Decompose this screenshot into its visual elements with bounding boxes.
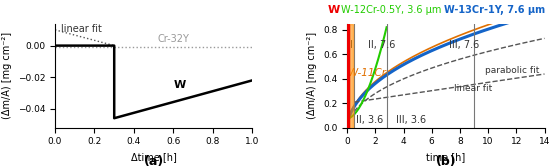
Text: I: I	[350, 40, 353, 50]
Text: W-12Cr-0.5Y, 3.6 μm: W-12Cr-0.5Y, 3.6 μm	[341, 5, 442, 15]
Bar	[347, 24, 349, 128]
Bar	[349, 24, 353, 128]
Text: linear fit: linear fit	[454, 84, 492, 93]
Text: III, 7.6: III, 7.6	[449, 40, 479, 50]
Text: II, 3.6: II, 3.6	[356, 115, 383, 125]
Text: Cr-32Y: Cr-32Y	[158, 34, 190, 44]
Text: W-13Cr-1Y, 7.6 μm: W-13Cr-1Y, 7.6 μm	[444, 5, 545, 15]
Text: W: W	[327, 5, 340, 15]
Text: W: W	[173, 80, 186, 90]
Y-axis label: (Δm/A) [mg cm⁻²]: (Δm/A) [mg cm⁻²]	[2, 32, 12, 119]
Title: (b): (b)	[436, 155, 456, 168]
Y-axis label: (Δm/A) [mg cm⁻²]: (Δm/A) [mg cm⁻²]	[307, 32, 317, 119]
Text: III, 3.6: III, 3.6	[397, 115, 427, 125]
Text: II, 7.6: II, 7.6	[368, 40, 395, 50]
Title: (a): (a)	[144, 155, 164, 168]
Text: W-11Cr: W-11Cr	[348, 68, 386, 78]
Text: linear fit: linear fit	[61, 24, 102, 34]
X-axis label: time [h]: time [h]	[426, 152, 465, 162]
X-axis label: Δtime [h]: Δtime [h]	[131, 152, 177, 162]
Text: parabolic fit: parabolic fit	[485, 66, 540, 75]
